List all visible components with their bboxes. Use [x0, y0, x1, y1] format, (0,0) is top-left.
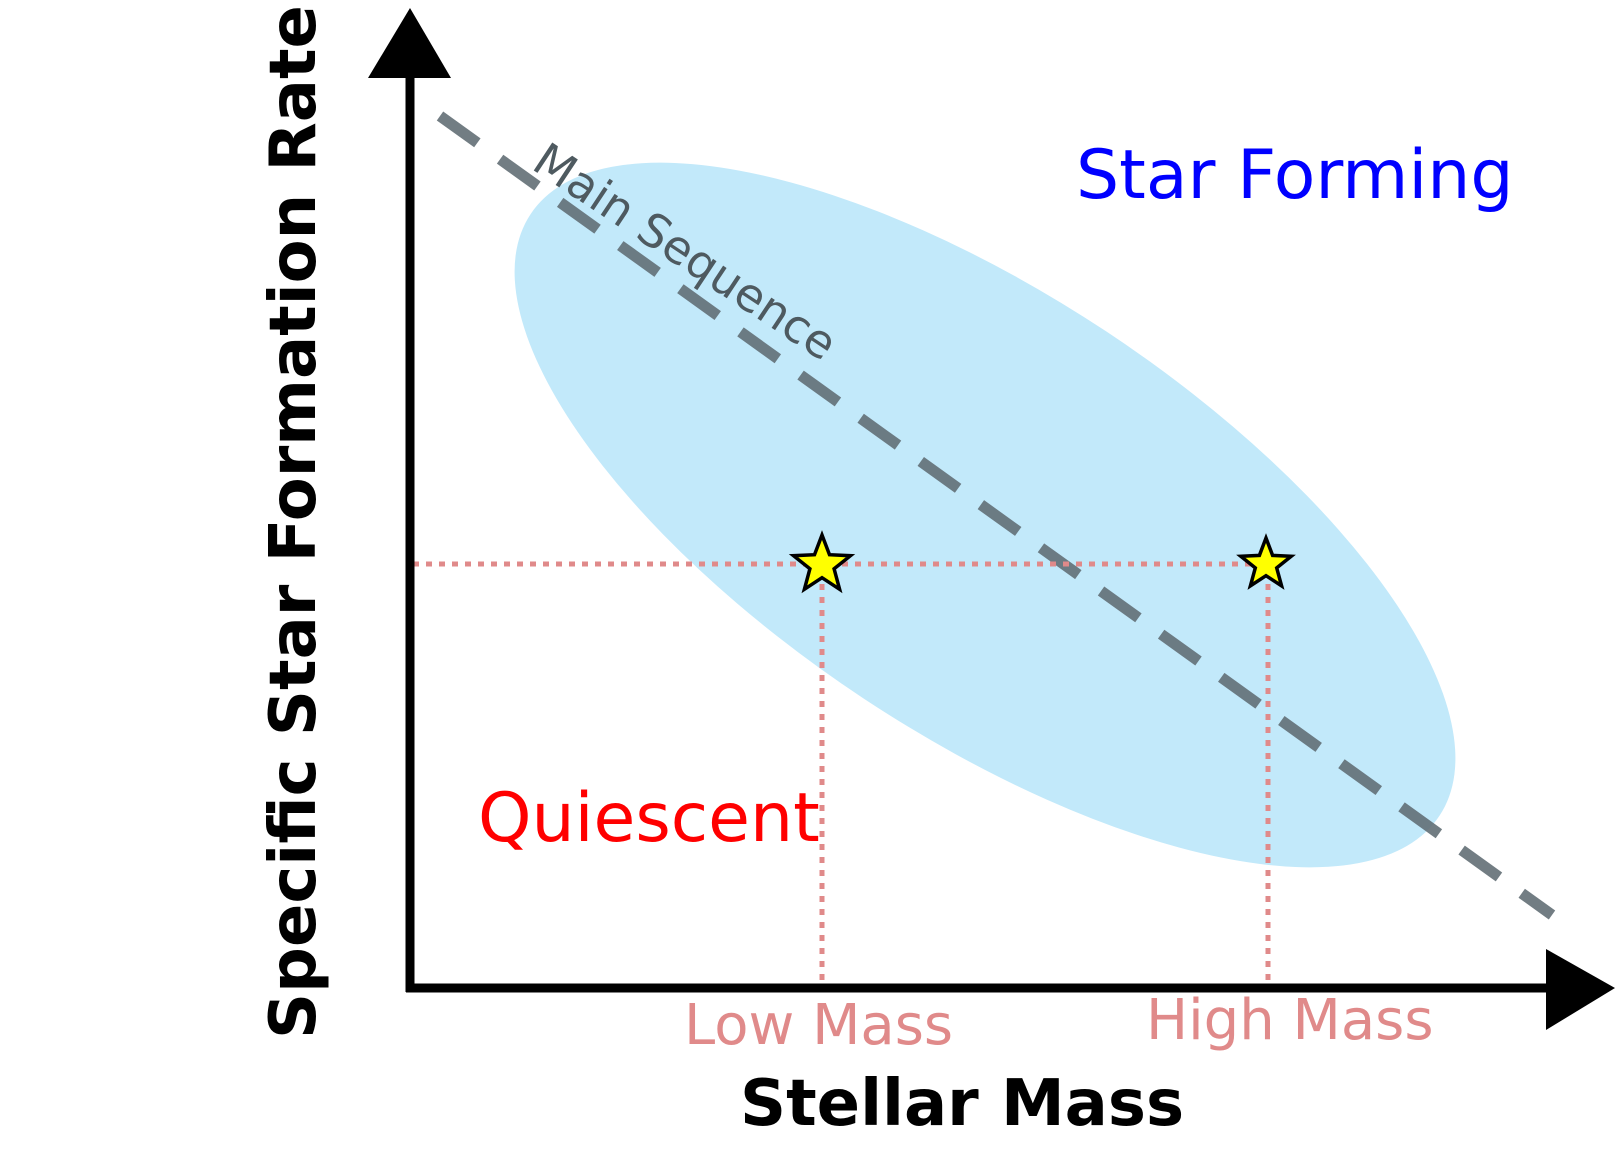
main-sequence-line — [436, 111, 1556, 920]
y-axis-arrowhead-icon — [368, 8, 451, 78]
quiescent-label: Quiescent — [478, 779, 820, 858]
x-axis-arrowhead-icon — [1546, 949, 1615, 1030]
high-mass-label: High Mass — [1146, 988, 1434, 1053]
star-forming-label: Star Forming — [1076, 136, 1514, 215]
y-axis-label: Specific Star Formation Rate — [257, 5, 331, 1039]
low-mass-label: Low Mass — [684, 993, 953, 1058]
high-mass-star-icon — [1236, 533, 1296, 590]
x-axis-label: Stellar Mass — [740, 1067, 1184, 1141]
low-mass-star-icon — [788, 530, 856, 594]
